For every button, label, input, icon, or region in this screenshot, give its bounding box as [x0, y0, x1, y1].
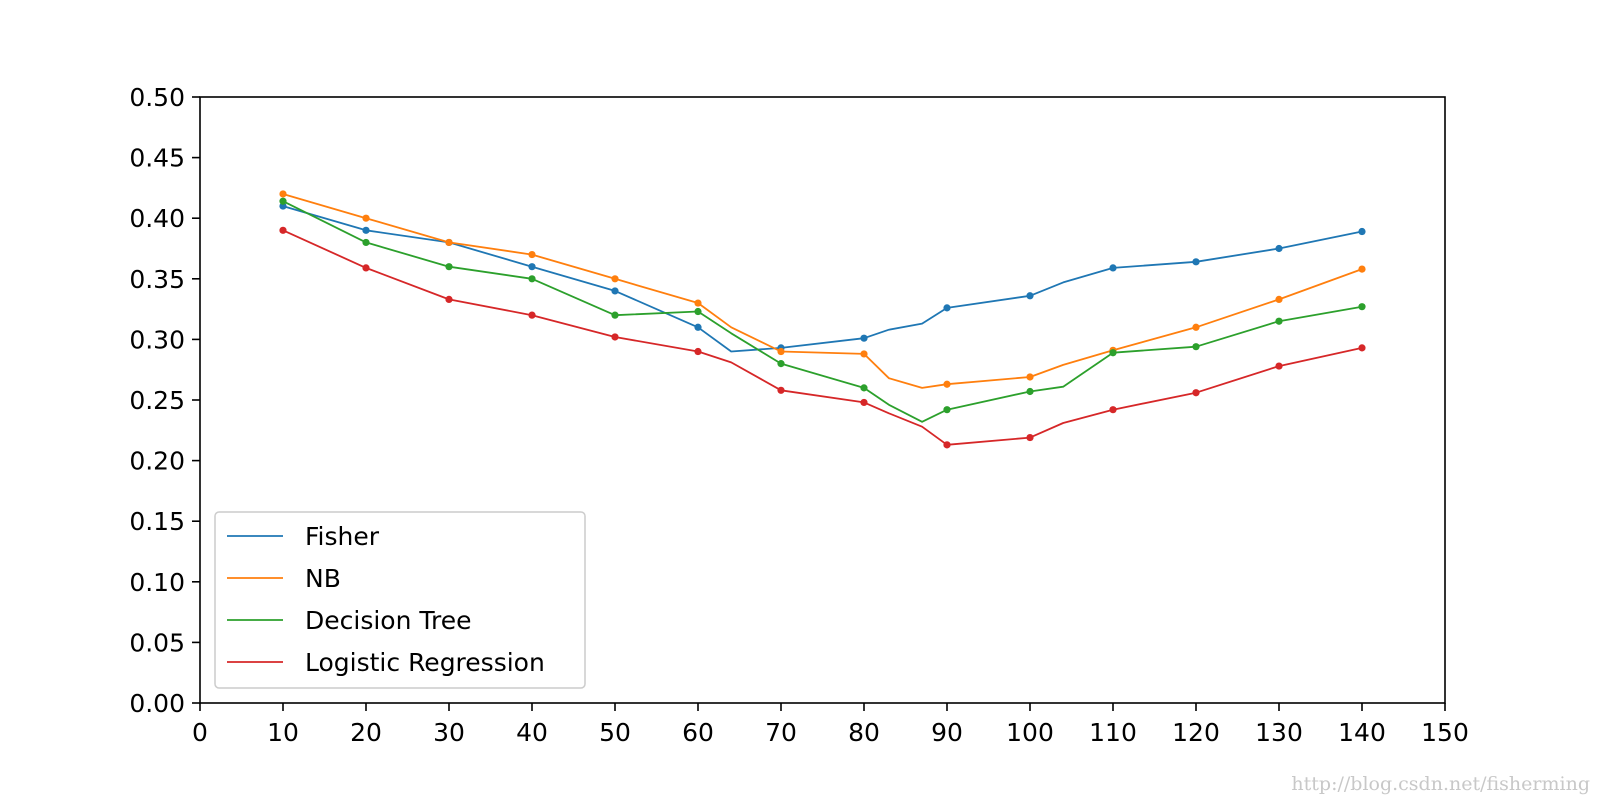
data-point	[860, 334, 868, 342]
data-point	[528, 263, 536, 271]
legend: Fisher NB Decision Tree Logistic Regression	[214, 511, 586, 689]
x-tick-label: 40	[516, 718, 548, 747]
data-point	[1358, 303, 1366, 311]
x-tick-label: 140	[1338, 718, 1386, 747]
data-point	[279, 190, 287, 198]
y-tick-label: 0.00	[129, 689, 185, 718]
data-point	[694, 347, 702, 356]
data-point	[1109, 406, 1117, 414]
watermark-text: http://blog.csdn.net/fisherming	[1291, 773, 1590, 795]
data-point	[1192, 258, 1200, 266]
y-tick-label: 0.40	[129, 204, 185, 233]
data-point	[611, 311, 619, 319]
x-tick-label: 30	[433, 718, 465, 747]
data-point	[362, 214, 370, 222]
data-point	[445, 263, 453, 271]
data-point	[445, 238, 453, 247]
data-point	[860, 350, 868, 358]
x-tick-label: 120	[1172, 718, 1220, 747]
series-decision-tree	[279, 197, 1366, 423]
y-tick-label: 0.25	[129, 386, 185, 415]
y-tick-label: 0.45	[129, 144, 185, 173]
x-tick-label: 70	[765, 718, 797, 747]
data-point	[611, 333, 619, 341]
x-tick-label: 20	[350, 718, 382, 747]
x-tick-label: 110	[1089, 718, 1137, 747]
data-point	[1358, 265, 1366, 273]
data-point	[279, 226, 287, 234]
data-point	[777, 347, 785, 356]
data-point	[1026, 292, 1034, 300]
y-tick-label: 0.05	[129, 628, 185, 657]
x-tick-label: 90	[931, 718, 963, 747]
x-tick-label: 0	[192, 718, 208, 747]
data-point	[943, 380, 951, 388]
x-axis: 0 10 20 30 40 50 60 70 80 90 100 110 120 130 140 150	[192, 703, 1469, 747]
data-point	[860, 398, 868, 407]
series-layer	[279, 190, 1366, 449]
x-tick-label: 50	[599, 718, 631, 747]
y-tick-label: 0.20	[129, 447, 185, 476]
y-tick-label: 0.35	[129, 265, 185, 294]
x-tick-label: 130	[1255, 718, 1303, 747]
data-point	[694, 323, 702, 331]
series-line	[282, 229, 1363, 446]
data-point	[777, 360, 785, 368]
data-point	[362, 264, 370, 272]
y-tick-label: 0.15	[129, 507, 185, 536]
data-point	[528, 311, 536, 319]
y-tick-label: 0.50	[129, 83, 185, 112]
x-tick-label: 150	[1421, 718, 1469, 747]
x-tick-label: 60	[682, 718, 714, 747]
y-tick-label: 0.10	[129, 568, 185, 597]
series-nb	[279, 190, 1366, 389]
data-point	[1192, 323, 1200, 331]
x-tick-label: 80	[848, 718, 880, 747]
data-point	[694, 307, 702, 316]
series-line	[282, 193, 1363, 389]
data-point	[1026, 387, 1034, 396]
data-point	[1275, 317, 1283, 325]
legend-label: NB	[305, 564, 341, 593]
data-point	[528, 250, 536, 259]
y-tick-label: 0.30	[129, 325, 185, 354]
data-point	[694, 299, 702, 307]
series-fisher	[279, 202, 1366, 353]
data-point	[1109, 349, 1117, 357]
data-point	[279, 197, 287, 205]
x-tick-label: 100	[1006, 718, 1054, 747]
data-point	[1275, 244, 1283, 253]
y-axis: 0.00 0.05 0.10 0.15 0.20 0.25 0.30 0.35 0.40 0.45…	[129, 83, 200, 718]
data-point	[1192, 343, 1200, 351]
legend-label: Decision Tree	[305, 606, 471, 635]
data-point	[943, 304, 951, 312]
legend-box	[214, 511, 586, 689]
data-point	[1109, 264, 1117, 272]
data-point	[362, 226, 370, 234]
data-point	[528, 275, 536, 283]
legend-label: Logistic Regression	[305, 648, 545, 677]
data-point	[943, 441, 951, 449]
data-point	[860, 384, 868, 392]
data-point	[1192, 389, 1200, 397]
series-line	[282, 205, 1363, 353]
data-point	[1358, 227, 1366, 236]
data-point	[611, 275, 619, 283]
x-tick-label: 10	[267, 718, 299, 747]
data-point	[1026, 373, 1034, 381]
data-point	[943, 406, 951, 414]
legend-label: Fisher	[305, 522, 380, 551]
data-point	[362, 238, 370, 247]
series-line	[282, 200, 1363, 423]
data-point	[445, 295, 453, 304]
data-point	[1275, 362, 1283, 370]
data-point	[611, 287, 619, 295]
series-logistic-regression	[279, 226, 1366, 449]
data-point	[1026, 433, 1034, 442]
data-point	[1358, 344, 1366, 352]
data-point	[777, 386, 785, 394]
data-point	[1275, 295, 1283, 304]
